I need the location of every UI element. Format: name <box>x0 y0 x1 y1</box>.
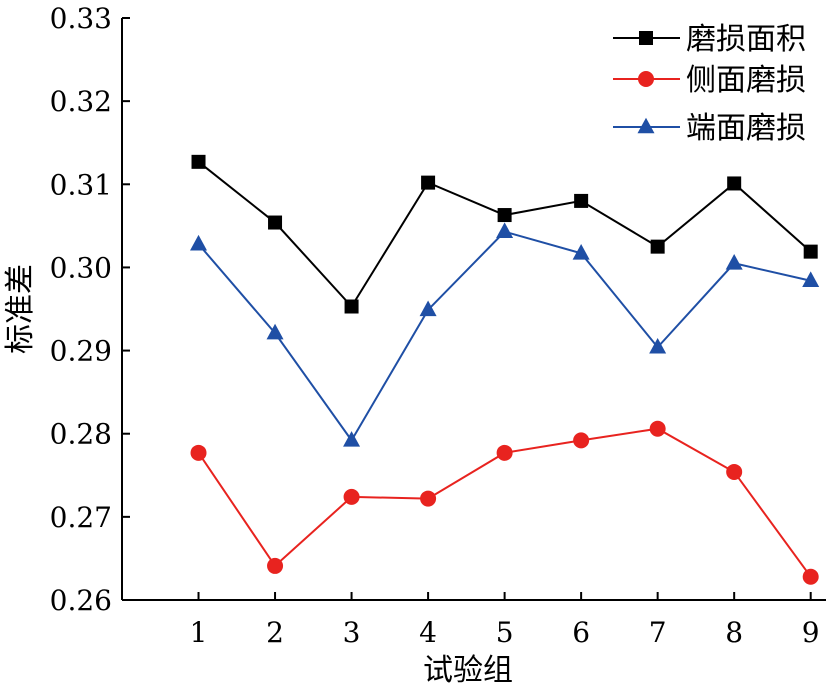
data-point <box>419 300 437 317</box>
data-point <box>802 568 819 585</box>
y-axis-title: 标准差 <box>3 264 38 354</box>
series-2 <box>190 420 819 585</box>
data-point <box>267 557 284 574</box>
data-point <box>726 463 743 480</box>
data-point <box>649 337 667 354</box>
x-tick-label: 6 <box>572 616 590 649</box>
y-tick-label: 0.26 <box>50 584 112 617</box>
y-tick-label: 0.31 <box>50 168 112 201</box>
data-point <box>497 208 512 223</box>
y-tick-label: 0.27 <box>50 501 112 534</box>
data-point <box>421 175 436 190</box>
data-point <box>649 420 666 437</box>
data-point <box>266 323 284 340</box>
data-point <box>268 215 283 230</box>
series-1 <box>191 154 818 314</box>
data-point <box>344 299 359 314</box>
data-point <box>727 176 742 191</box>
data-point <box>191 154 206 169</box>
legend-item: 磨损面积 <box>613 22 806 57</box>
legend-label: 磨损面积 <box>686 22 806 57</box>
data-point <box>574 193 589 208</box>
data-point <box>496 222 514 238</box>
y-tick-label: 0.32 <box>50 85 112 118</box>
data-point <box>803 244 818 259</box>
x-tick-label: 1 <box>190 616 208 649</box>
y-tick-label: 0.29 <box>50 335 112 368</box>
x-axis-title: 试验组 <box>423 653 513 688</box>
legend-label: 侧面磨损 <box>686 63 806 98</box>
data-point <box>725 253 743 270</box>
legend-label: 端面磨损 <box>686 111 806 146</box>
series-line <box>197 230 811 443</box>
legend-marker <box>639 31 653 45</box>
y-tick-label: 0.33 <box>50 2 112 35</box>
x-tick-label: 9 <box>802 616 820 649</box>
data-point <box>802 271 820 288</box>
axes: 0.26 0.27 0.28 0.29 0.30 0.31 0.32 0.33 1 2 3 4 5 6 7 8… <box>50 2 826 649</box>
legend-item: 侧面磨损 <box>613 63 806 98</box>
data-point <box>496 444 513 461</box>
data-point <box>572 243 590 260</box>
y-tick-label: 0.30 <box>50 251 112 284</box>
data-point <box>343 431 361 447</box>
series-layer <box>190 154 820 585</box>
data-point <box>343 488 360 505</box>
x-tick-label: 5 <box>496 616 514 649</box>
data-point <box>190 444 207 461</box>
x-tick-label: 4 <box>419 616 437 649</box>
x-tick-label: 3 <box>343 616 361 649</box>
legend-item: 端面磨损 <box>613 111 806 146</box>
legend-marker <box>638 71 654 87</box>
data-point <box>190 234 208 251</box>
data-point <box>650 239 665 254</box>
series-3 <box>190 222 820 447</box>
data-point <box>573 432 590 449</box>
legend-marker <box>637 117 655 134</box>
y-tick-label: 0.28 <box>50 418 112 451</box>
x-tick-label: 7 <box>649 616 667 649</box>
x-tick-label: 2 <box>266 616 284 649</box>
data-point <box>420 490 437 507</box>
x-tick-label: 8 <box>725 616 743 649</box>
